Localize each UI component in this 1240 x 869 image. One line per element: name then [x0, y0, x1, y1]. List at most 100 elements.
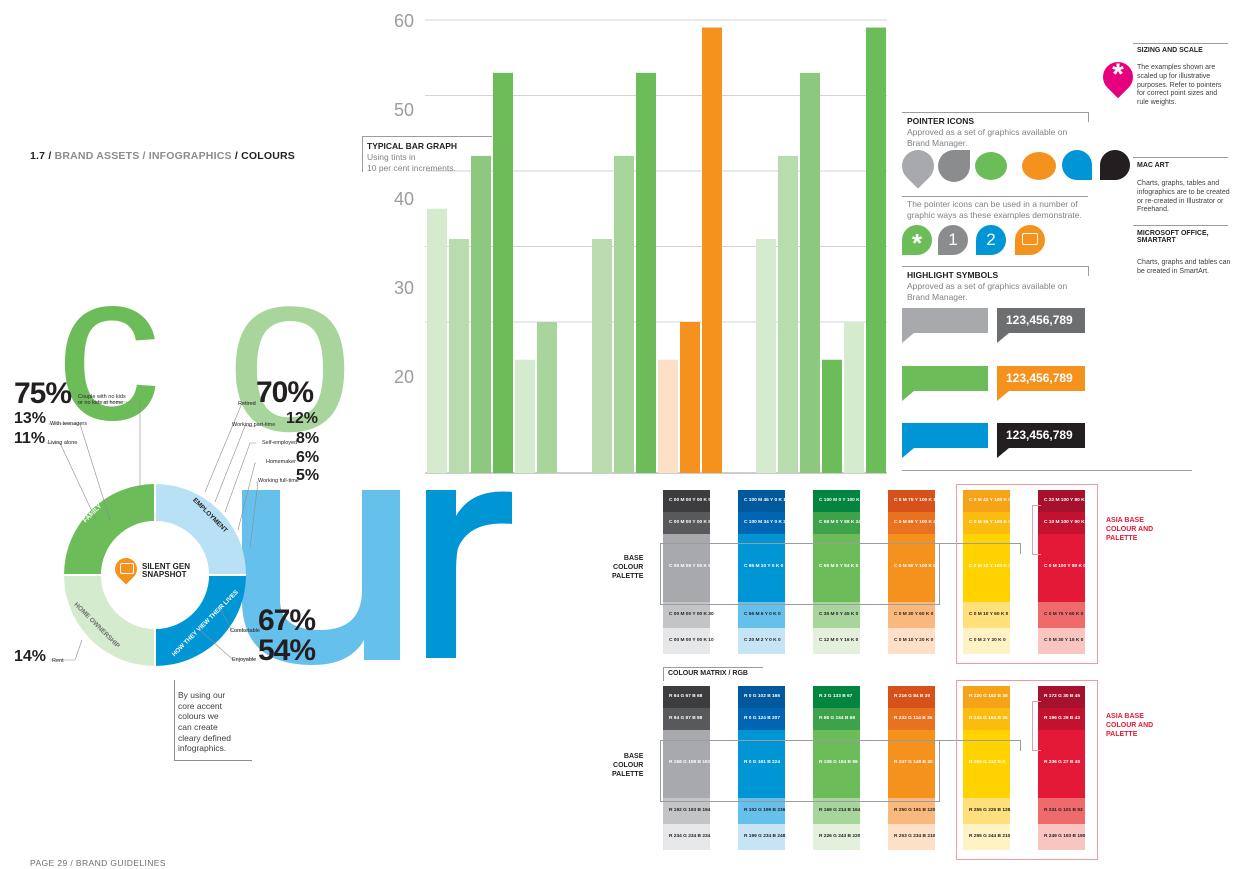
rgb-swatch-orange-3: R 247 G 148 B 30 [888, 730, 935, 798]
cmyk-swatch-label: C 0 M 50 Y 100 K 0 [894, 564, 936, 569]
bar-g3-6 [866, 27, 886, 474]
breadcrumb-path: BRAND ASSETS / INFOGRAPHICS [54, 150, 232, 162]
rgb-swatch-label: R 169 G 214 B 164 [819, 808, 861, 813]
stat-5-label: Working full-time [258, 478, 299, 484]
rgb-swatch-green-2: R 86 G 154 B 68 [813, 708, 860, 730]
rgb-swatch-label: R 255 G 225 B 128 [969, 808, 1011, 813]
highlight-green-tail [902, 391, 914, 401]
cmyk-swatch-label: C 65 M 0 Y 84 K 0 [819, 564, 859, 569]
rgb-swatch-label: R 192 G 193 B 194 [669, 808, 711, 813]
rgb-swatch-label: R 64 G 67 B 68 [669, 694, 703, 699]
cmyk-swatch-grey-1: C 00 M 00 Y 00 K 90 [663, 490, 714, 512]
cmyk-swatch-label: C 12 M 0 Y 16 K 0 [819, 638, 859, 643]
bar-chart [425, 19, 887, 474]
base-outline-rgb-ext [938, 740, 1021, 751]
mac-rule [1133, 157, 1228, 158]
highlight-black-filled [997, 423, 1085, 448]
cmyk-swatch-orange-4: C 0 M 30 Y 60 K 0 [888, 602, 935, 628]
sizing-body: The examples shown are scaled up for ill… [1137, 64, 1222, 106]
sizing-rule [1133, 43, 1228, 44]
cmyk-swatch-orange-3: C 0 M 50 Y 100 K 0 [888, 534, 936, 602]
stat-13: 13% [14, 410, 47, 427]
cmyk-swatch-green-1: C 100 M 0 Y 100 K 27 [813, 490, 866, 512]
rgb-swatch-grey-1: R 64 G 67 B 68 [663, 686, 710, 708]
highlight-grey-tail [902, 333, 914, 343]
ms-office-title: MICROSOFT OFFICE, SMARTART [1137, 230, 1209, 244]
bar-g3-4 [822, 359, 842, 473]
cmyk-swatch-grey-3: C 00 M 00 Y 00 K 50 [663, 534, 714, 602]
pointer-black-icon [1100, 150, 1130, 180]
pointer-camera-icon [1015, 225, 1045, 255]
asia-box-cmyk [956, 484, 1098, 664]
bar-g2-6 [702, 27, 722, 474]
stat-6-label: Homemaker [266, 459, 296, 465]
cmyk-swatch-label: C 0 M 2 Y 20 K 0 [969, 638, 1006, 643]
cmyk-swatch-blue-4: C 56 M 6 Y 0 K 0 [738, 602, 785, 628]
base-outline-rgb [660, 740, 940, 802]
base-palette-label-cmyk: BASE COLOUR PALETTE [612, 555, 644, 581]
rgb-swatch-label: R 108 G 194 B 99 [819, 760, 858, 765]
pointer-grey-icon [938, 150, 970, 182]
rgb-swatch-label: R 94 G 97 B 98 [669, 716, 703, 721]
stat-14: 14% [14, 648, 47, 665]
rgb-swatch-label: R 236 G 27 B 48 [1044, 760, 1080, 765]
stat-8: 8% [296, 430, 320, 447]
y-tick-60: 60 [394, 11, 415, 31]
cmyk-swatch-label: C 0 M 100 Y 80 K 0 [1044, 564, 1086, 569]
bar-g1-5 [515, 359, 535, 473]
rgb-swatch-blue-5: R 199 G 234 B 248 [738, 824, 785, 850]
stat-12-label: Working part-time [232, 422, 276, 428]
pointer-grey-light-icon [895, 143, 941, 189]
rgb-swatch-label: R 102 G 199 B 236 [744, 808, 786, 813]
cmyk-swatch-label: C 00 M 00 Y 00 K 50 [669, 564, 714, 569]
camera-glyph-icon [1022, 233, 1038, 245]
cmyk-swatch-label: C 35 M 0 Y 45 K 0 [819, 612, 859, 617]
rgb-swatch-label: R 196 G 29 B 43 [1044, 716, 1080, 721]
silent-gen-donut [60, 480, 250, 670]
rgb-swatch-label: R 158 G 159 B 161 [669, 760, 711, 765]
base-outline-cmyk [660, 543, 940, 605]
stat-54: 54% [258, 634, 316, 667]
cmyk-swatch-orange-2: C 0 M 69 Y 100 K 4 [888, 512, 936, 534]
cmyk-swatch-red-2: C 10 M 100 Y 90 K 0 [1038, 512, 1089, 534]
bar-title-rule [362, 136, 492, 137]
bar-g3-1 [756, 238, 776, 473]
stat-67-label: Comfortable [230, 628, 260, 634]
stat-8-label: Self-employed [262, 440, 298, 446]
asia-bracket-rgb [1032, 701, 1041, 751]
cmyk-swatch-blue-5: C 20 M 2 Y 0 K 0 [738, 628, 785, 654]
rgb-swatch-green-1: R 3 G 133 B 67 [813, 686, 860, 708]
rgb-swatch-yellow-2: R 234 G 194 B 35 [963, 708, 1010, 730]
rgb-swatch-label: R 172 G 30 B 45 [1044, 694, 1080, 699]
cmyk-swatch-label: C 10 M 100 Y 90 K 0 [1044, 520, 1089, 525]
cmyk-swatch-label: C 68 M 0 Y 88 K 24 [819, 520, 861, 525]
big-letter-r [420, 486, 520, 661]
pointer-number-2-icon: 2 [976, 225, 1006, 255]
rgb-swatch-green-3: R 108 G 194 B 99 [813, 730, 860, 798]
rgb-swatch-label: R 0 G 102 B 165 [744, 694, 780, 699]
rgb-swatch-green-4: R 169 G 214 B 164 [813, 798, 860, 824]
rgb-swatch-red-4: R 241 G 101 B 93 [1038, 798, 1085, 824]
bar-graph-title: TYPICAL BAR GRAPH [367, 141, 458, 151]
palette-cmyk: C 00 M 00 Y 00 K 90 C 00 M 00 Y 00 K 80 C … [663, 490, 1103, 660]
pointer-asterisk-icon: * [902, 225, 932, 258]
bar-g1-2 [449, 238, 469, 473]
rgb-swatch-yellow-4: R 255 G 225 B 128 [963, 798, 1010, 824]
page-heading: 1.7 / BRAND ASSETS / INFOGRAPHICS / COLO… [30, 150, 295, 162]
cmyk-swatch-red-1: C 22 M 100 Y 80 K 15 [1038, 490, 1091, 512]
cmyk-swatch-label: C 95 M 10 Y 0 K 0 [744, 564, 784, 569]
camera-icon [120, 563, 134, 574]
bar-g2-5 [680, 322, 700, 473]
rgb-swatch-grey-2: R 94 G 97 B 98 [663, 708, 710, 730]
rgb-swatch-grey-4: R 192 G 193 B 194 [663, 798, 710, 824]
asia-bracket-cmyk [1032, 505, 1041, 555]
section-number: 1.7 [30, 150, 46, 162]
asia-box-rgb [956, 680, 1098, 860]
highlight-blue-empty [902, 423, 988, 448]
highlight-grey-empty [902, 308, 988, 333]
cmyk-swatch-yellow-1: C 0 M 42 Y 100 K 0 [963, 490, 1011, 512]
rgb-swatch-label: R 250 G 212 B 0 [969, 760, 1005, 765]
cmyk-swatch-label: C 100 M 34 Y 0 K 2 [744, 520, 786, 525]
rgb-swatch-blue-4: R 102 G 199 B 236 [738, 798, 785, 824]
pointer-rule [902, 112, 1088, 113]
